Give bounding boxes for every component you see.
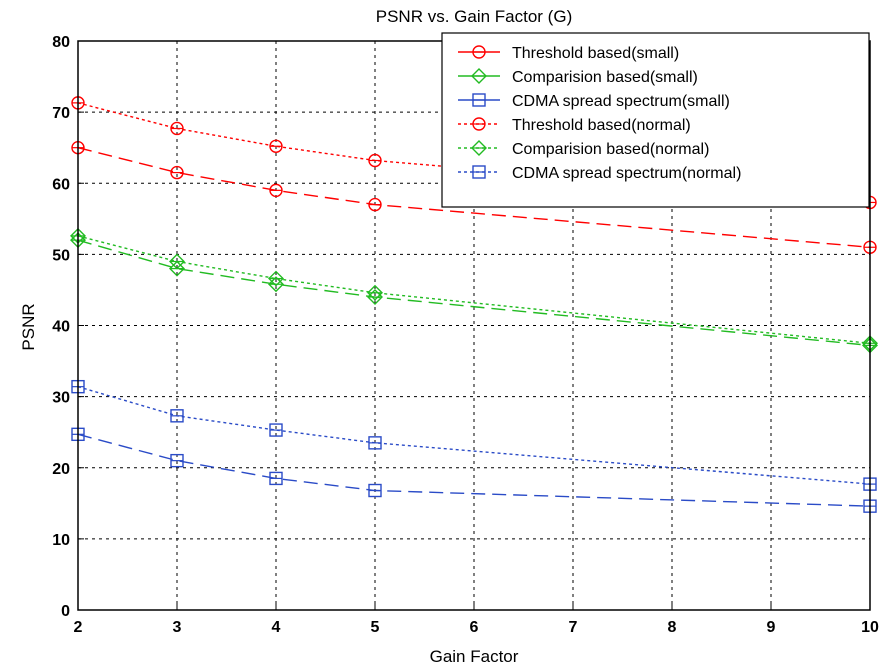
y-tick-label: 60 — [52, 176, 70, 193]
legend-label: Threshold based(small) — [512, 45, 679, 62]
legend-entry: Threshold based(normal) — [458, 117, 691, 134]
x-tick-label: 6 — [470, 619, 479, 636]
data-point-diamond — [268, 270, 284, 287]
legend-label: Threshold based(normal) — [512, 117, 691, 134]
data-point-diamond — [268, 276, 284, 293]
x-tick-label: 4 — [272, 619, 281, 636]
y-tick-label: 0 — [61, 603, 70, 620]
y-tick-label: 80 — [52, 34, 70, 51]
x-tick-label: 9 — [767, 619, 776, 636]
legend-entry: Comparision based(normal) — [458, 140, 709, 158]
x-tick-label: 3 — [173, 619, 182, 636]
series-line — [77, 235, 871, 344]
y-tick-label: 40 — [52, 319, 70, 336]
y-axis-label: PSNR — [19, 303, 38, 350]
legend-label: Comparision based(small) — [512, 69, 698, 86]
x-axis-label: Gain Factor — [430, 647, 519, 666]
series-line — [77, 433, 871, 507]
legend-entry: Comparision based(small) — [458, 68, 698, 86]
x-tick-label: 2 — [74, 619, 83, 636]
data-point-diamond — [471, 68, 487, 84]
y-tick-label: 70 — [52, 105, 70, 122]
y-tick-label: 30 — [52, 390, 70, 407]
legend-label: CDMA spread spectrum(normal) — [512, 165, 741, 182]
data-point-diamond — [169, 260, 185, 277]
series-layer — [70, 96, 878, 513]
legend-entry: Threshold based(small) — [458, 45, 679, 62]
data-point-diamond — [367, 284, 383, 301]
y-tick-label: 20 — [52, 461, 70, 478]
x-tick-label: 7 — [569, 619, 578, 636]
legend-entry: CDMA spread spectrum(normal) — [458, 165, 741, 182]
x-tick-label: 10 — [861, 619, 879, 636]
y-tick-label: 10 — [52, 532, 70, 549]
legend-entry: CDMA spread spectrum(small) — [458, 93, 730, 110]
legend-label: Comparision based(normal) — [512, 141, 709, 158]
data-point-diamond — [471, 140, 487, 156]
series-comparision-based-normal- — [70, 227, 878, 352]
series-line — [77, 239, 871, 347]
x-tick-label: 5 — [371, 619, 380, 636]
ticks: 2 3 4 5 6 7 8 9 10 0 10 20 30 40 50 60 70 80 — [52, 34, 879, 636]
legend: Threshold based(small) Comparision based(… — [441, 32, 870, 208]
legend-label: CDMA spread spectrum(small) — [512, 93, 730, 110]
y-tick-label: 50 — [52, 247, 70, 264]
chart-title: PSNR vs. Gain Factor (G) — [376, 7, 572, 26]
series-line — [77, 385, 871, 485]
x-tick-label: 8 — [668, 619, 677, 636]
legend-box — [441, 32, 870, 208]
data-point-diamond — [169, 253, 185, 270]
